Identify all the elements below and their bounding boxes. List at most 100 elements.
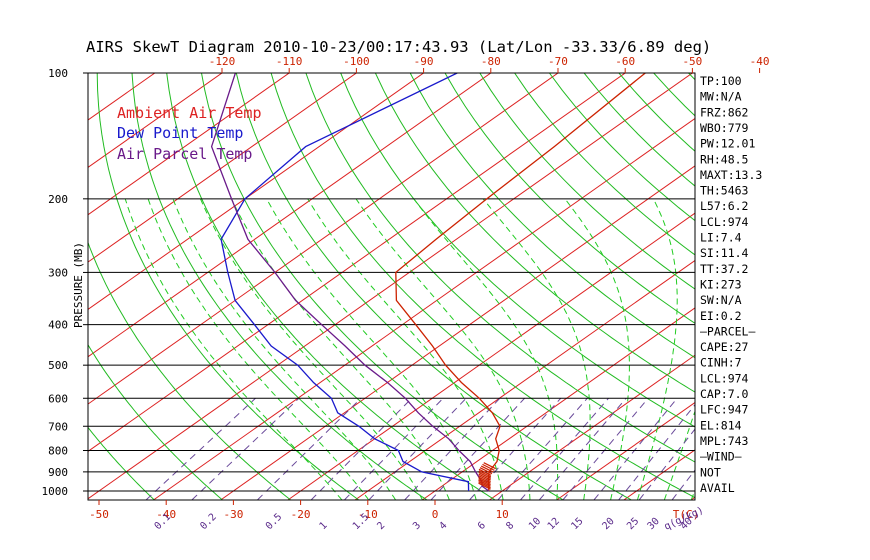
isotherm-line	[0, 64, 34, 500]
legend-ambient-air-temp: Ambient Air Temp	[117, 104, 262, 122]
isotherm-line	[826, 64, 870, 500]
mixing-ratio-line	[638, 428, 695, 500]
dry-adiabat-line	[479, 73, 695, 290]
isotherm-line	[88, 73, 492, 358]
pressure-tick-label: 100	[48, 67, 68, 80]
y-axis-label: PRESSURE (MB)	[72, 242, 85, 328]
mixing-ratio-line	[539, 397, 627, 500]
index-item: AVAIL	[700, 481, 735, 495]
index-item: MW:N/A	[700, 90, 742, 104]
grid-lines	[0, 64, 870, 502]
moist-adiabat-line	[172, 198, 396, 500]
pressure-tick-label: 700	[48, 420, 68, 433]
dry-adiabat-line	[444, 73, 695, 324]
legend-air-parcel-temp: Air Parcel Temp	[117, 145, 252, 163]
bottom-temp-tick-label: -10	[358, 508, 378, 521]
profile-lines	[210, 73, 646, 492]
index-item: KI:273	[700, 277, 742, 291]
moist-adiabat-line	[230, 198, 450, 500]
index-item: CAPE:27	[700, 340, 749, 354]
index-item: WBO:779	[700, 121, 749, 135]
isotherm-line	[88, 73, 291, 216]
moist-adiabat-line	[147, 198, 370, 500]
mixing-ratio-line	[368, 397, 467, 500]
mixing-ratio-label: 25	[625, 516, 641, 532]
mixing-ratio-label: 12	[546, 516, 562, 532]
plot-frame	[87, 72, 696, 501]
pressure-tick-label: 900	[48, 466, 68, 479]
index-item: PW:12.01	[700, 137, 755, 151]
wind-barb-hatch	[478, 475, 491, 483]
isotherm-line	[556, 401, 695, 500]
mixing-ratio-line	[469, 397, 562, 500]
wind-barb-hatch	[478, 470, 492, 478]
wind-barb-hatch	[478, 473, 491, 481]
dry-adiabat-line	[235, 73, 633, 500]
dry-adiabat-line	[758, 73, 870, 502]
dew-point-temp-line	[220, 73, 470, 492]
index-item: MAXT:13.3	[700, 168, 762, 182]
mixing-ratio-label: 4	[437, 520, 449, 532]
index-item: LI:7.4	[700, 231, 742, 245]
wind-barb-hatch	[480, 465, 494, 473]
isotherm-line	[88, 73, 559, 405]
legend-dew-point-temp: Dew Point Temp	[117, 124, 243, 142]
mixing-ratio-line	[191, 397, 300, 500]
index-item: CINH:7	[700, 356, 742, 370]
mixing-ratio-label: 1	[318, 520, 330, 532]
index-item: —PARCEL—	[700, 324, 755, 338]
wind-barb-hatch	[478, 471, 492, 480]
dry-adiabat-line	[374, 73, 695, 393]
top-temp-tick-label: -50	[682, 55, 702, 68]
wind-barb-hatch	[482, 463, 495, 471]
mixing-ratio-label: 8	[504, 520, 516, 532]
moist-adiabat-line	[637, 198, 678, 500]
index-item: SW:N/A	[700, 293, 742, 307]
mixing-ratio-label: 6	[476, 520, 488, 532]
isotherm-line	[354, 259, 695, 500]
top-temp-tick-label: -120	[209, 55, 236, 68]
wind-barb-hatch	[478, 482, 491, 490]
index-item: RH:48.5	[700, 152, 748, 166]
isotherm-line	[88, 73, 425, 311]
bottom-temp-tick-label: -40	[156, 508, 176, 521]
index-item: EL:814	[700, 418, 742, 432]
mixing-ratio-line	[257, 397, 362, 500]
wind-barb-hatch	[478, 481, 491, 489]
bottom-temp-unit: T(C)	[673, 508, 700, 521]
isotherm-line	[88, 73, 358, 263]
top-temp-tick-label: -40	[750, 55, 770, 68]
moist-adiabat-line	[413, 198, 559, 500]
moist-adiabat-line	[355, 198, 531, 500]
index-item: LCL:974	[700, 215, 749, 229]
moist-adiabat-line	[307, 198, 504, 500]
mixing-ratio-label: 0.2	[198, 512, 219, 533]
moist-adiabat-line	[200, 198, 423, 500]
index-item: FRZ:862	[700, 105, 748, 119]
top-temp-tick-label: -100	[343, 55, 370, 68]
wind-barb-hatch	[478, 479, 491, 487]
wind-barb-hatch	[483, 462, 497, 470]
isotherm-line	[88, 73, 89, 74]
wind-barb-hatch	[478, 468, 492, 476]
moist-adiabat-line	[564, 198, 630, 500]
dry-adiabat-line	[340, 73, 695, 428]
dry-adiabat-line	[514, 73, 695, 256]
isotherm-line	[88, 73, 223, 168]
dry-adiabat-line	[828, 73, 870, 502]
mixing-ratio-line	[562, 397, 649, 500]
isotherm-line	[153, 117, 695, 500]
top-temp-tick-label: -90	[414, 55, 434, 68]
pressure-tick-label: 500	[48, 359, 68, 372]
mixing-ratio-label: 30	[646, 516, 662, 532]
bottom-temp-tick-label: 0	[432, 508, 439, 521]
dry-adiabat-line	[653, 73, 695, 117]
bottom-temp-tick-label: -50	[89, 508, 109, 521]
pressure-tick-label: 800	[48, 444, 68, 457]
moist-adiabat-line	[124, 198, 343, 500]
pressure-tick-label: 200	[48, 193, 68, 206]
mixing-ratio-line	[145, 397, 256, 500]
pressure-tick-label: 1000	[42, 485, 69, 498]
mixing-ratio-line	[520, 397, 609, 500]
